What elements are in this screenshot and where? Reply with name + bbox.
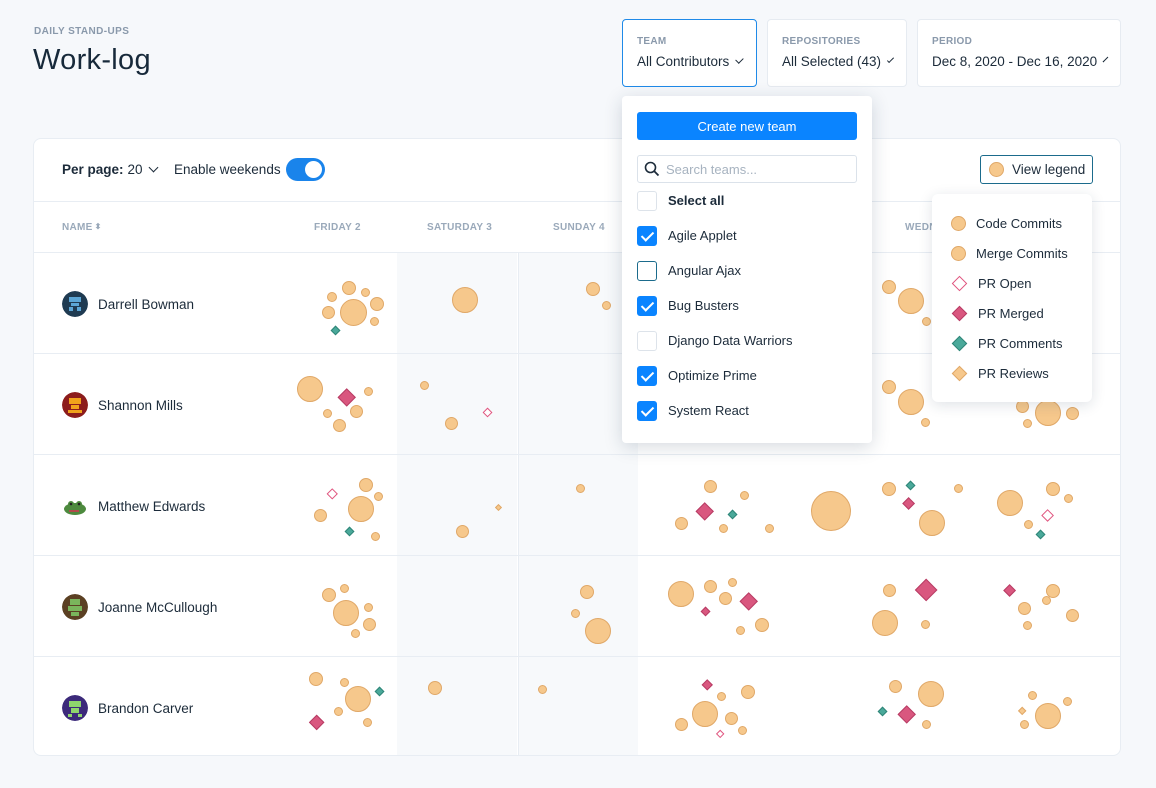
person-name: Joanne McCullough — [98, 599, 218, 615]
sort-icon: ⬍ — [94, 222, 102, 232]
legend-item-pr-open: PR Open — [951, 268, 1092, 298]
name-column-label: NAME — [62, 222, 93, 233]
column-divider — [518, 253, 519, 755]
repositories-filter[interactable]: REPOSITORIES All Selected (43) — [767, 19, 907, 87]
legend-label: PR Open — [978, 275, 1032, 291]
team-filter-label: TEAM — [637, 36, 667, 47]
create-team-button[interactable]: Create new team — [637, 112, 857, 140]
checkbox[interactable] — [637, 260, 657, 281]
avatar — [62, 493, 88, 519]
legend-label: PR Reviews — [978, 365, 1049, 381]
team-option-label: Optimize Prime — [668, 368, 757, 383]
name-column-header[interactable]: NAME ⬍ — [62, 222, 102, 233]
view-legend-label: View legend — [1012, 162, 1086, 177]
per-page-select[interactable]: Per page: 20 — [62, 162, 159, 177]
circle-icon — [989, 162, 1004, 177]
table-row[interactable]: Matthew Edwards — [34, 455, 1120, 556]
team-option-agile-applet[interactable]: Agile Applet — [637, 218, 857, 253]
day-header-wednesday: WEDN — [905, 222, 937, 233]
table-row[interactable]: Brandon Carver — [34, 657, 1120, 755]
team-search-input[interactable]: Search teams... — [637, 155, 857, 183]
team-option-django-data-warriors[interactable]: Django Data Warriors — [637, 323, 857, 358]
checkbox[interactable] — [637, 225, 657, 246]
person-name: Darrell Bowman — [98, 296, 195, 312]
period-filter-value: Dec 8, 2020 - Dec 16, 2020 — [932, 54, 1098, 69]
weekend-column-sunday — [518, 253, 638, 755]
select-all-label: Select all — [668, 193, 725, 208]
period-filter[interactable]: PERIOD Dec 8, 2020 - Dec 16, 2020 — [917, 19, 1121, 87]
checkbox[interactable] — [637, 190, 657, 211]
checkbox[interactable] — [637, 400, 657, 421]
diamond-outline-icon — [951, 275, 968, 292]
column-header: NAME ⬍ FRIDAY 2 SATURDAY 3 SUNDAY 4 WEDN — [34, 202, 1120, 253]
person-name: Shannon Mills — [98, 397, 183, 413]
legend-label: Merge Commits — [976, 245, 1068, 261]
avatar — [62, 695, 88, 721]
team-option-label: Angular Ajax — [668, 263, 741, 278]
legend-item-code-commits: Code Commits — [951, 208, 1092, 238]
page-title: Work-log — [33, 44, 151, 76]
legend-label: Code Commits — [976, 215, 1062, 231]
avatar — [62, 291, 88, 317]
team-option-system-react[interactable]: System React — [637, 393, 857, 428]
legend-item-merge-commits: Merge Commits — [951, 238, 1092, 268]
day-header-sunday: SUNDAY 4 — [553, 222, 605, 233]
chevron-down-icon — [1102, 56, 1109, 63]
legend-item-pr-merged: PR Merged — [951, 298, 1092, 328]
chevron-down-icon — [735, 55, 744, 64]
circle-icon — [951, 215, 966, 231]
period-filter-label: PERIOD — [932, 36, 973, 47]
weekends-label: Enable weekends — [174, 162, 281, 177]
toggle-knob — [305, 161, 322, 178]
view-legend-button[interactable]: View legend — [980, 155, 1093, 184]
team-dropdown: Create new team Search teams... Select a… — [622, 96, 872, 443]
chevron-down-icon — [887, 55, 895, 64]
team-option-label: Agile Applet — [668, 228, 737, 243]
worklog-toolbar: Per page: 20 Enable weekends View legend — [34, 139, 1120, 202]
person-name: Brandon Carver — [98, 700, 194, 716]
day-header-friday: FRIDAY 2 — [314, 222, 361, 233]
repositories-filter-value: All Selected (43) — [782, 54, 882, 69]
diamond-icon — [951, 335, 968, 352]
team-option-label: Bug Busters — [668, 298, 739, 313]
avatar — [62, 594, 88, 620]
team-option-angular-ajax[interactable]: Angular Ajax — [637, 253, 857, 288]
day-header-saturday: SATURDAY 3 — [427, 222, 493, 233]
team-option-optimize-prime[interactable]: Optimize Prime — [637, 358, 857, 393]
search-icon — [644, 161, 660, 177]
team-filter[interactable]: TEAM All Contributors — [622, 19, 757, 87]
person-name: Matthew Edwards — [98, 498, 206, 514]
search-placeholder: Search teams... — [666, 161, 758, 177]
chevron-down-icon — [148, 162, 159, 173]
avatar — [62, 392, 88, 418]
weekends-toggle[interactable] — [286, 158, 325, 181]
per-page-value: 20 — [127, 162, 143, 177]
repositories-filter-label: REPOSITORIES — [782, 36, 861, 47]
table-row[interactable]: Joanne McCullough — [34, 556, 1120, 657]
team-option-bug-busters[interactable]: Bug Busters — [637, 288, 857, 323]
team-option-select-all[interactable]: Select all — [637, 183, 857, 218]
legend-popover: Code Commits Merge Commits PR Open PR Me… — [932, 194, 1092, 402]
team-filter-value: All Contributors — [637, 54, 730, 69]
table-row[interactable]: Shannon Mills — [34, 354, 1120, 455]
checkbox[interactable] — [637, 365, 657, 386]
page-eyebrow: DAILY STAND-UPS — [34, 26, 130, 37]
checkbox[interactable] — [637, 330, 657, 351]
team-option-label: Django Data Warriors — [668, 333, 793, 348]
team-option-label: System React — [668, 403, 749, 418]
legend-item-pr-reviews: PR Reviews — [951, 358, 1092, 388]
diamond-icon — [951, 305, 968, 322]
legend-label: PR Comments — [978, 335, 1063, 351]
checkbox[interactable] — [637, 295, 657, 316]
legend-item-pr-comments: PR Comments — [951, 328, 1092, 358]
circle-icon — [951, 245, 966, 261]
table-row[interactable]: Darrell Bowman — [34, 253, 1120, 354]
per-page-label: Per page: — [62, 162, 124, 177]
diamond-icon — [951, 365, 968, 382]
legend-label: PR Merged — [978, 305, 1044, 321]
